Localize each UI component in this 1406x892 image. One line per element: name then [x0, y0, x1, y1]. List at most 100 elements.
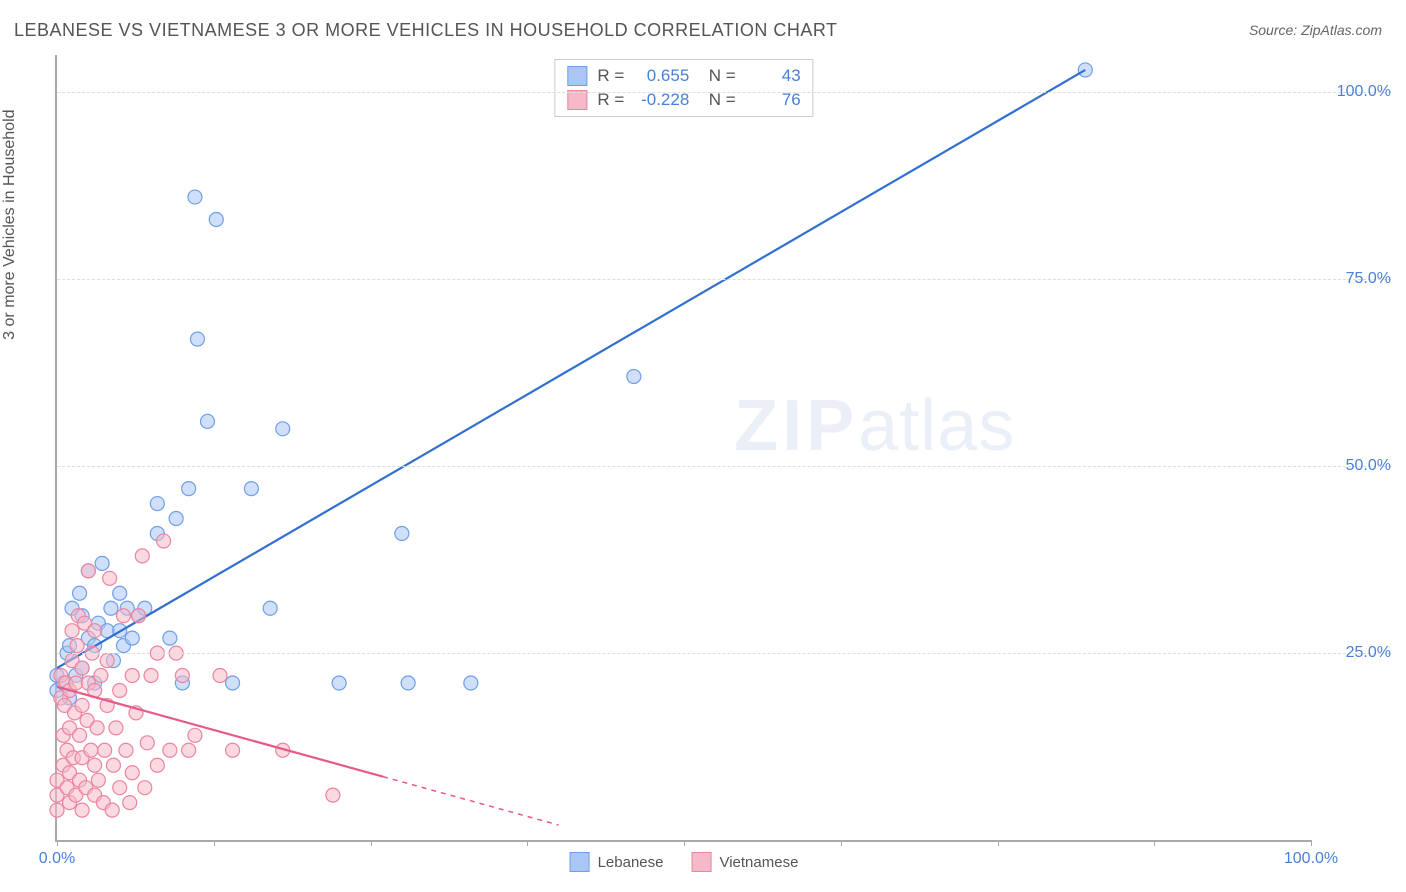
- scatter-point: [113, 781, 127, 795]
- scatter-point: [84, 743, 98, 757]
- scatter-point: [73, 586, 87, 600]
- x-tick-label: 0.0%: [39, 850, 75, 868]
- scatter-point: [276, 422, 290, 436]
- scatter-point: [75, 698, 89, 712]
- scatter-point: [209, 212, 223, 226]
- x-tick-mark: [371, 840, 372, 846]
- scatter-point: [140, 736, 154, 750]
- scatter-point: [105, 803, 119, 817]
- legend-swatch: [691, 852, 711, 872]
- scatter-point: [106, 758, 120, 772]
- scatter-point: [69, 676, 83, 690]
- y-tick-label: 25.0%: [1321, 644, 1391, 662]
- scatter-point: [188, 728, 202, 742]
- scatter-point: [73, 728, 87, 742]
- scatter-point: [104, 601, 118, 615]
- scatter-point: [627, 369, 641, 383]
- scatter-point: [226, 743, 240, 757]
- x-tick-mark: [684, 840, 685, 846]
- source-value: ZipAtlas.com: [1301, 22, 1382, 38]
- scatter-point: [65, 624, 79, 638]
- trend-line-extrapolated: [383, 777, 559, 825]
- scatter-point: [94, 669, 108, 683]
- scatter-point: [113, 683, 127, 697]
- y-axis-label: 3 or more Vehicles in Household: [1, 109, 19, 339]
- scatter-point: [132, 609, 146, 623]
- y-tick-label: 75.0%: [1321, 270, 1391, 288]
- scatter-point: [103, 571, 117, 585]
- y-tick-label: 100.0%: [1321, 83, 1391, 101]
- scatter-point: [81, 564, 95, 578]
- scatter-point: [98, 743, 112, 757]
- scatter-point: [244, 482, 258, 496]
- scatter-point: [113, 586, 127, 600]
- scatter-point: [95, 556, 109, 570]
- scatter-point: [150, 497, 164, 511]
- scatter-point: [70, 639, 84, 653]
- scatter-point: [163, 743, 177, 757]
- series-swatch: [567, 66, 587, 86]
- scatter-point: [88, 624, 102, 638]
- scatter-point: [182, 482, 196, 496]
- scatter-point: [150, 758, 164, 772]
- scatter-point: [182, 743, 196, 757]
- scatter-point: [326, 788, 340, 802]
- scatter-point: [90, 721, 104, 735]
- scatter-point: [188, 190, 202, 204]
- y-tick-label: 50.0%: [1321, 457, 1391, 475]
- scatter-point: [135, 549, 149, 563]
- chart-svg: [57, 55, 1311, 840]
- source-attribution: Source: ZipAtlas.com: [1249, 22, 1382, 38]
- scatter-point: [138, 781, 152, 795]
- scatter-point: [123, 796, 137, 810]
- legend-swatch: [570, 852, 590, 872]
- scatter-point: [401, 676, 415, 690]
- scatter-point: [75, 803, 89, 817]
- gridline: [57, 466, 1391, 467]
- x-tick-mark: [1154, 840, 1155, 846]
- trend-line: [57, 70, 1085, 668]
- legend-item: Lebanese: [570, 852, 664, 872]
- x-tick-label: 100.0%: [1284, 850, 1338, 868]
- gridline: [57, 653, 1391, 654]
- scatter-point: [1078, 63, 1092, 77]
- legend-label: Lebanese: [598, 854, 664, 871]
- n-value: 43: [746, 66, 801, 86]
- scatter-point: [125, 669, 139, 683]
- plot-area: ZIPatlas R =0.655 N =43R =-0.228 N =76 L…: [55, 55, 1311, 842]
- chart-title: LEBANESE VS VIETNAMESE 3 OR MORE VEHICLE…: [14, 20, 838, 41]
- scatter-point: [91, 773, 105, 787]
- scatter-point: [157, 534, 171, 548]
- scatter-point: [125, 631, 139, 645]
- legend: Lebanese Vietnamese: [570, 852, 799, 872]
- legend-item: Vietnamese: [691, 852, 798, 872]
- scatter-point: [119, 743, 133, 757]
- scatter-point: [125, 766, 139, 780]
- x-tick-mark: [998, 840, 999, 846]
- scatter-point: [213, 669, 227, 683]
- x-tick-mark: [841, 840, 842, 846]
- scatter-point: [169, 512, 183, 526]
- scatter-point: [109, 721, 123, 735]
- scatter-point: [332, 676, 346, 690]
- scatter-point: [175, 669, 189, 683]
- scatter-point: [395, 526, 409, 540]
- scatter-point: [116, 609, 130, 623]
- gridline: [57, 279, 1391, 280]
- scatter-point: [263, 601, 277, 615]
- scatter-point: [75, 661, 89, 675]
- scatter-point: [200, 414, 214, 428]
- x-tick-mark: [57, 840, 58, 846]
- scatter-point: [88, 758, 102, 772]
- trend-line: [57, 687, 383, 777]
- r-value: 0.655: [634, 66, 689, 86]
- source-prefix: Source:: [1249, 22, 1301, 38]
- scatter-point: [464, 676, 478, 690]
- legend-label: Vietnamese: [719, 854, 798, 871]
- scatter-point: [163, 631, 177, 645]
- scatter-point: [50, 803, 64, 817]
- scatter-point: [190, 332, 204, 346]
- r-label: R =: [597, 66, 624, 86]
- n-label: N =: [699, 66, 735, 86]
- x-tick-mark: [214, 840, 215, 846]
